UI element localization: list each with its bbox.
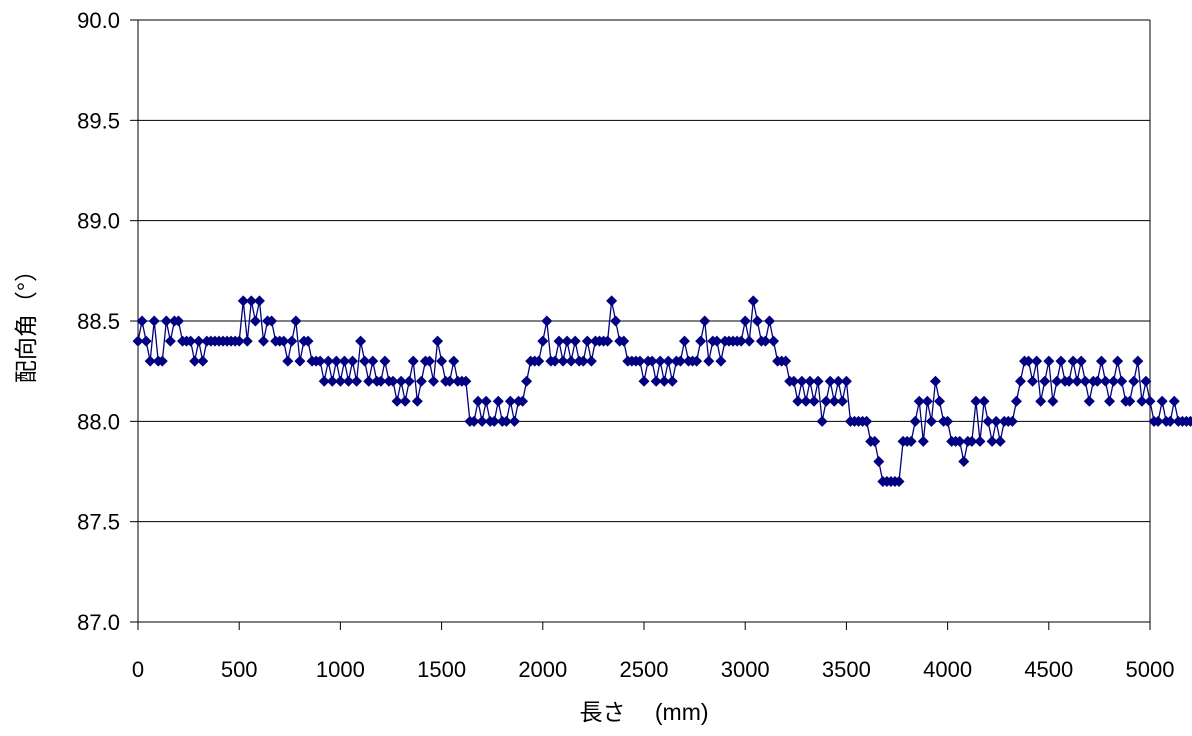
y-tick-label: 88.5 xyxy=(77,309,120,334)
y-tick-label: 89.5 xyxy=(77,108,120,133)
x-tick-label: 1500 xyxy=(417,657,466,682)
x-axis: 0 500 1000 1500 2000 2500 3000 3500 4000 4500 5000 xyxy=(132,622,1175,682)
x-tick-label: 4000 xyxy=(923,657,972,682)
x-tick-label: 5000 xyxy=(1126,657,1175,682)
x-tick-label: 1000 xyxy=(316,657,365,682)
x-tick-label: 0 xyxy=(132,657,144,682)
y-axis: 87.0 87.5 88.0 88.5 89.0 89.5 90.0 xyxy=(77,8,138,635)
x-tick-label: 4500 xyxy=(1024,657,1073,682)
x-tick-label: 3000 xyxy=(721,657,770,682)
x-tick-label: 2500 xyxy=(620,657,669,682)
y-tick-label: 90.0 xyxy=(77,8,120,33)
y-tick-label: 88.0 xyxy=(77,409,120,434)
y-tick-label: 87.0 xyxy=(77,610,120,635)
x-axis-title: 長さ (mm) xyxy=(579,699,708,725)
data-point xyxy=(1157,396,1168,407)
y-tick-label: 87.5 xyxy=(77,510,120,535)
x-tick-label: 2000 xyxy=(518,657,567,682)
x-tick-label: 3500 xyxy=(822,657,871,682)
x-tick-label: 500 xyxy=(221,657,258,682)
data-point xyxy=(1169,396,1180,407)
y-axis-title: 配向角（°） xyxy=(13,259,39,383)
y-tick-label: 89.0 xyxy=(77,209,120,234)
